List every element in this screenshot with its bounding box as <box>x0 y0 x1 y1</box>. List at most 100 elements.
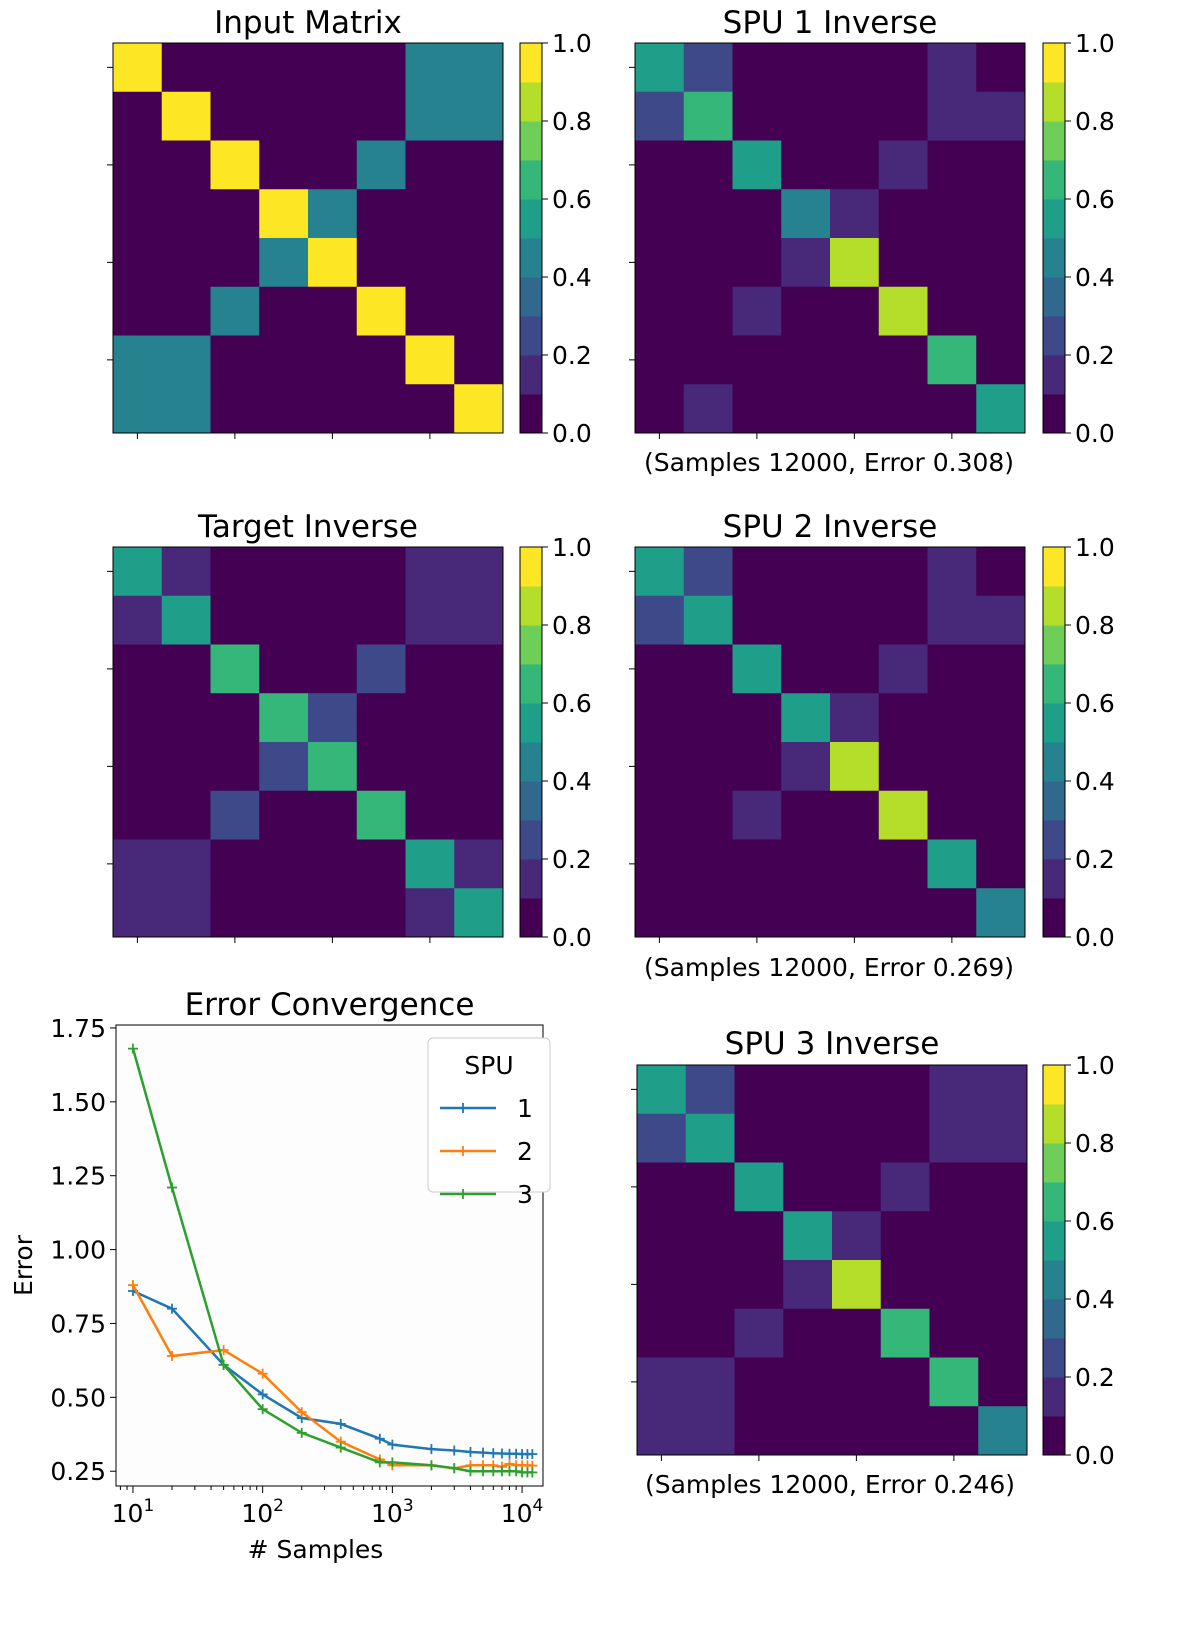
heatmap-cell <box>356 742 406 792</box>
heatmap-cell <box>405 595 455 645</box>
heatmap-cell <box>259 238 309 288</box>
heatmap-cell <box>259 286 309 336</box>
heatmap-cell <box>880 1113 930 1163</box>
data-point <box>127 1043 138 1054</box>
heatmap-cell <box>405 790 455 840</box>
colorbar-segment <box>1043 355 1065 395</box>
colorbar-tick-label: 0.2 <box>1075 1363 1115 1392</box>
heatmap-cell <box>259 742 309 792</box>
data-point <box>257 1368 268 1379</box>
heatmap-cell <box>259 43 309 93</box>
x-tick-label: 103 <box>371 1496 414 1528</box>
heatmap-cell <box>732 91 782 141</box>
colorbar-tick-label: 1.0 <box>1075 1051 1115 1080</box>
heatmap-cell <box>783 1357 833 1407</box>
colorbar-tick-label: 0.0 <box>1075 923 1115 952</box>
heatmap-cell <box>976 742 1026 792</box>
heatmap-cell <box>832 1260 882 1310</box>
heatmap-cell <box>161 189 211 239</box>
heatmap-cell <box>734 1406 784 1456</box>
heatmap-cell <box>685 1065 735 1115</box>
heatmap-cell <box>976 693 1026 743</box>
x-tick-base: 10 <box>501 1499 533 1528</box>
heatmap-cell <box>113 839 163 889</box>
heatmap-cell <box>454 91 504 141</box>
heatmap-cell <box>781 888 831 938</box>
data-point <box>218 1359 229 1370</box>
heatmap-cell <box>685 1260 735 1310</box>
colorbar-frame <box>1042 42 1066 434</box>
heatmap-cell <box>210 547 260 597</box>
colorbar-segment <box>1043 1143 1065 1183</box>
heatmap-cell <box>308 547 358 597</box>
colorbar-segment <box>1043 82 1065 122</box>
colorbar-frame <box>519 42 543 434</box>
heatmap-cell <box>454 335 504 385</box>
heatmap-cell <box>454 189 504 239</box>
data-point <box>527 1449 538 1460</box>
legend-title: SPU <box>464 1051 513 1080</box>
colorbar-segment <box>1043 625 1065 665</box>
heatmap-cell <box>976 839 1026 889</box>
heatmap-cell <box>161 693 211 743</box>
x-tick-exponent: 2 <box>273 1496 284 1516</box>
heatmap-cell <box>878 91 928 141</box>
colorbar-segment <box>1043 43 1065 83</box>
heatmap-cell <box>113 91 163 141</box>
heatmap-cell <box>732 238 782 288</box>
colorbar-tick-label: 0.8 <box>1075 1129 1115 1158</box>
heatmap-cell <box>308 189 358 239</box>
colorbar-tick-label: 0.8 <box>552 611 592 640</box>
heatmap-cell <box>635 595 685 645</box>
heatmap-cell <box>880 1260 930 1310</box>
heatmap-cell <box>781 335 831 385</box>
heatmap-title: Input Matrix <box>214 5 402 41</box>
heatmap-cell <box>685 1308 735 1358</box>
y-tick-label: 1.50 <box>50 1088 106 1117</box>
heatmap-cell <box>405 547 455 597</box>
heatmap-cell <box>405 140 455 190</box>
heatmap-cell <box>113 742 163 792</box>
heatmap-cell <box>830 384 880 434</box>
heatmap-cell <box>830 839 880 889</box>
heatmap-cell <box>210 189 260 239</box>
heatmap-cell <box>781 286 831 336</box>
heatmap-cell <box>635 839 685 889</box>
heatmap-cell <box>259 384 309 434</box>
heatmap-cell <box>635 547 685 597</box>
heatmap-cell <box>259 595 309 645</box>
heatmap-cell <box>113 693 163 743</box>
heatmap-cell <box>405 189 455 239</box>
data-point <box>127 1280 138 1291</box>
heatmap-cell <box>927 547 977 597</box>
heatmap-cell <box>259 839 309 889</box>
data-point <box>335 1442 346 1453</box>
heatmap-cell <box>878 189 928 239</box>
heatmap-cell <box>683 839 733 889</box>
heatmap-cell <box>927 693 977 743</box>
heatmap-cell <box>356 335 406 385</box>
heatmap-cell <box>927 644 977 694</box>
heatmap-cell <box>732 790 782 840</box>
heatmap-cell <box>878 742 928 792</box>
colorbar-segment <box>1043 820 1065 860</box>
heatmap-frame <box>112 546 504 938</box>
heatmap-cell <box>635 140 685 190</box>
colorbar-tick-label: 0.6 <box>552 689 592 718</box>
heatmap-cell <box>356 140 406 190</box>
y-tick-label: 1.25 <box>50 1162 106 1191</box>
heatmap-cell <box>113 595 163 645</box>
heatmap-cell <box>978 1308 1028 1358</box>
colorbar-tick-label: 1.0 <box>552 29 592 58</box>
heatmap-cell <box>161 595 211 645</box>
colorbar-segment <box>1043 1260 1065 1300</box>
heatmap-cell <box>929 1406 979 1456</box>
heatmap-cell <box>927 384 977 434</box>
heatmap-cell <box>637 1113 687 1163</box>
heatmap-cell <box>210 693 260 743</box>
heatmap-cell <box>308 384 358 434</box>
heatmap-cell <box>635 644 685 694</box>
heatmap-cell <box>830 790 880 840</box>
colorbar-tick-label: 0.2 <box>1075 341 1115 370</box>
